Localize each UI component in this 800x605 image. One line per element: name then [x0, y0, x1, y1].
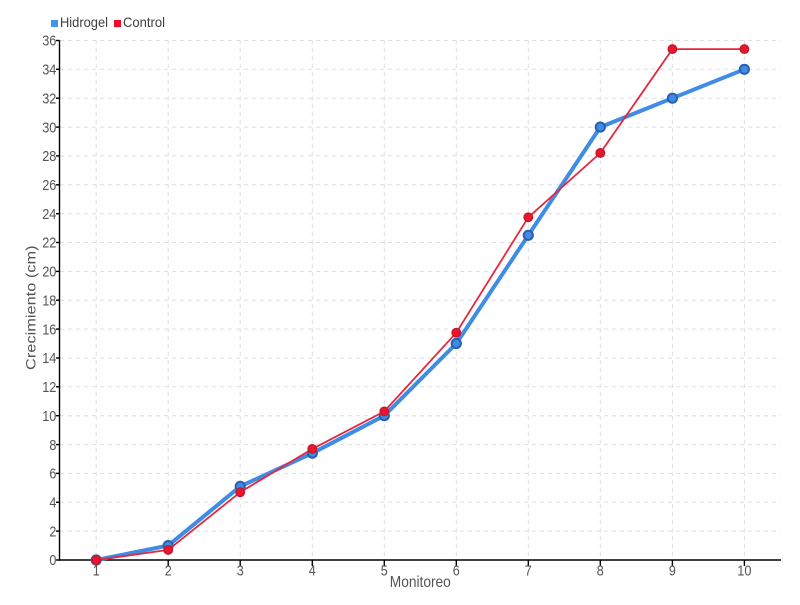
svg-text:10: 10	[42, 408, 56, 425]
svg-text:0: 0	[49, 552, 56, 569]
svg-text:8: 8	[597, 563, 604, 580]
svg-text:2: 2	[49, 523, 56, 540]
svg-text:Hidrogel: Hidrogel	[60, 14, 108, 30]
svg-text:12: 12	[42, 379, 56, 396]
svg-text:7: 7	[525, 563, 532, 580]
svg-text:28: 28	[42, 148, 56, 165]
svg-text:4: 4	[49, 495, 56, 512]
svg-text:30: 30	[42, 119, 56, 136]
svg-text:6: 6	[49, 466, 56, 483]
svg-text:34: 34	[42, 62, 56, 79]
svg-text:Control: Control	[123, 14, 165, 30]
svg-text:14: 14	[42, 350, 56, 367]
svg-text:5: 5	[381, 563, 388, 580]
svg-text:Crecimiento (cm): Crecimiento (cm)	[24, 245, 39, 370]
svg-text:24: 24	[42, 206, 56, 223]
svg-text:Monitoreo: Monitoreo	[390, 574, 451, 591]
svg-text:36: 36	[42, 33, 56, 50]
svg-text:3: 3	[237, 563, 244, 580]
svg-text:9: 9	[669, 563, 676, 580]
svg-text:26: 26	[42, 177, 56, 194]
svg-text:18: 18	[42, 292, 56, 309]
svg-text:16: 16	[42, 321, 56, 338]
svg-text:32: 32	[42, 90, 56, 107]
svg-text:1: 1	[93, 563, 100, 580]
svg-text:2: 2	[165, 563, 172, 580]
svg-text:8: 8	[49, 437, 56, 454]
svg-text:4: 4	[309, 563, 316, 580]
svg-text:6: 6	[453, 563, 460, 580]
svg-text:10: 10	[737, 563, 751, 580]
svg-text:22: 22	[42, 235, 56, 252]
svg-text:20: 20	[42, 264, 56, 281]
